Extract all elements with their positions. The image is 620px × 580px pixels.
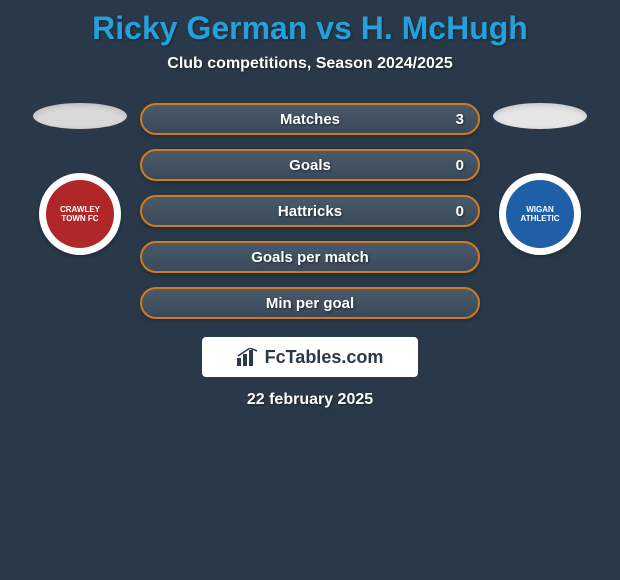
page-title: Ricky German vs H. McHugh <box>0 0 620 47</box>
stat-row-goals-per-match: Goals per match <box>140 241 480 273</box>
chart-icon <box>237 348 259 366</box>
stat-label: Min per goal <box>266 295 354 312</box>
left-side: CRAWLEY TOWN FC <box>20 103 140 255</box>
stat-row-hattricks: Hattricks 0 <box>140 195 480 227</box>
right-side: WIGAN ATHLETIC <box>480 103 600 255</box>
player-avatar-left <box>33 103 127 129</box>
stat-label: Matches <box>280 111 340 128</box>
stat-row-goals: Goals 0 <box>140 149 480 181</box>
stat-label: Goals per match <box>251 249 369 266</box>
branding-box: FcTables.com <box>202 337 418 377</box>
stat-value-right: 3 <box>456 111 464 128</box>
stat-row-min-per-goal: Min per goal <box>140 287 480 319</box>
player-avatar-right <box>493 103 587 129</box>
stat-row-matches: Matches 3 <box>140 103 480 135</box>
stats-table: Matches 3 Goals 0 Hattricks 0 Goals per … <box>140 103 480 319</box>
date-label: 22 february 2025 <box>0 391 620 409</box>
stat-label: Hattricks <box>278 203 342 220</box>
branding-text: FcTables.com <box>265 347 384 368</box>
club-badge-left-label: CRAWLEY TOWN FC <box>50 205 110 223</box>
club-badge-right-label: WIGAN ATHLETIC <box>510 205 570 223</box>
club-badge-left: CRAWLEY TOWN FC <box>39 173 121 255</box>
subtitle: Club competitions, Season 2024/2025 <box>0 55 620 73</box>
stat-value-right: 0 <box>456 203 464 220</box>
stat-label: Goals <box>289 157 331 174</box>
club-badge-right: WIGAN ATHLETIC <box>499 173 581 255</box>
comparison-content: CRAWLEY TOWN FC Matches 3 Goals 0 Hattri… <box>0 103 620 319</box>
stat-value-right: 0 <box>456 157 464 174</box>
